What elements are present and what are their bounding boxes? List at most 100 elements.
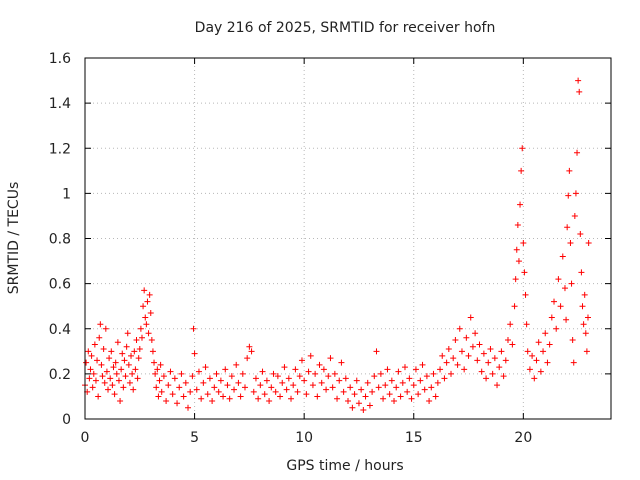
data-point-marker [408,395,415,402]
data-point-marker [517,201,524,208]
data-point-marker [109,382,116,389]
data-point-marker [187,388,194,395]
data-point-marker [155,393,162,400]
data-point-marker [132,366,139,373]
y-tick-label: 1.4 [49,96,71,112]
data-point-marker [144,298,151,305]
data-point-marker [323,386,330,393]
data-point-marker [500,373,507,380]
data-point-marker [301,377,308,384]
data-point-marker [555,276,562,283]
data-point-marker [100,346,107,353]
data-point-marker [423,373,430,380]
data-point-marker [146,291,153,298]
data-point-marker [518,167,525,174]
y-tick-label: 0.6 [49,277,71,293]
data-point-marker [83,359,90,366]
data-point-marker [520,240,527,247]
data-point-marker [94,357,101,364]
data-point-marker [92,377,99,384]
data-point-marker [582,330,589,337]
data-point-marker [569,337,576,344]
data-point-marker [391,397,398,404]
data-point-marker [222,366,229,373]
data-point-marker [204,391,211,398]
data-point-marker [142,314,149,321]
data-point-marker [309,382,316,389]
data-point-marker [130,386,137,393]
data-point-marker [160,373,167,380]
data-point-marker [476,341,483,348]
data-point-marker [241,384,248,391]
data-point-marker [125,361,132,368]
data-point-marker [154,366,161,373]
data-point-marker [580,321,587,328]
data-point-marker [578,269,585,276]
data-point-marker [472,330,479,337]
data-point-marker [362,393,369,400]
data-point-marker [270,370,277,377]
y-tick-labels: 0 0.2 0.4 0.6 0.8 1 1.2 1.4 1.6 [49,51,71,428]
data-point-marker [95,393,102,400]
data-point-marker [85,348,92,355]
data-point-marker [174,400,181,407]
data-point-marker [557,303,564,310]
data-point-marker [89,384,96,391]
data-point-marker [331,370,338,377]
data-point-marker [443,359,450,366]
data-point-marker [566,167,573,174]
data-point-marker [371,373,378,380]
data-point-marker [90,370,97,377]
data-point-marker [111,391,118,398]
data-point-marker [432,393,439,400]
data-point-marker [307,352,314,359]
data-point-marker [102,325,109,332]
data-point-marker [345,397,351,404]
data-point-marker [182,379,189,386]
data-point-marker [579,303,586,310]
y-tick-label: 0.2 [49,367,71,383]
grid-lines [85,58,611,419]
data-point-marker [577,230,584,237]
data-point-marker [437,366,444,373]
data-point-marker [399,379,406,386]
data-point-marker [316,361,323,368]
data-point-marker [239,370,246,377]
data-point-marker [380,395,387,402]
data-point-marker [428,384,435,391]
data-point-marker [546,341,553,348]
data-point-marker [454,361,461,368]
data-point-marker [559,253,566,260]
x-axis-title: GPS time / hours [286,458,403,474]
data-point-marker [565,192,572,199]
data-point-marker [171,375,178,382]
data-point-marker [327,355,334,362]
data-point-marker [274,373,281,380]
data-point-marker [298,357,305,364]
data-point-marker [377,370,384,377]
data-point-marker [561,285,568,292]
data-point-marker [158,388,165,395]
data-point-marker [121,357,128,364]
data-point-marker [406,375,413,382]
data-point-marker [441,375,448,382]
data-point-marker [461,366,468,373]
data-point-marker [145,330,152,337]
data-point-marker [548,314,555,321]
data-point-marker [452,337,459,344]
data-point-marker [570,359,577,366]
data-point-marker [122,373,129,380]
data-point-marker [101,379,108,386]
data-point-marker [200,379,207,386]
data-point-marker [153,384,160,391]
data-point-marker [504,337,511,344]
data-point-marker [281,364,288,371]
y-tick-label: 0.4 [49,322,71,338]
data-point-marker [112,359,119,366]
data-point-marker [133,337,140,344]
data-point-marker [448,370,455,377]
plot-frame [84,57,612,420]
data-point-marker [522,291,529,298]
data-point-marker [537,368,544,375]
data-point-marker [329,384,336,391]
